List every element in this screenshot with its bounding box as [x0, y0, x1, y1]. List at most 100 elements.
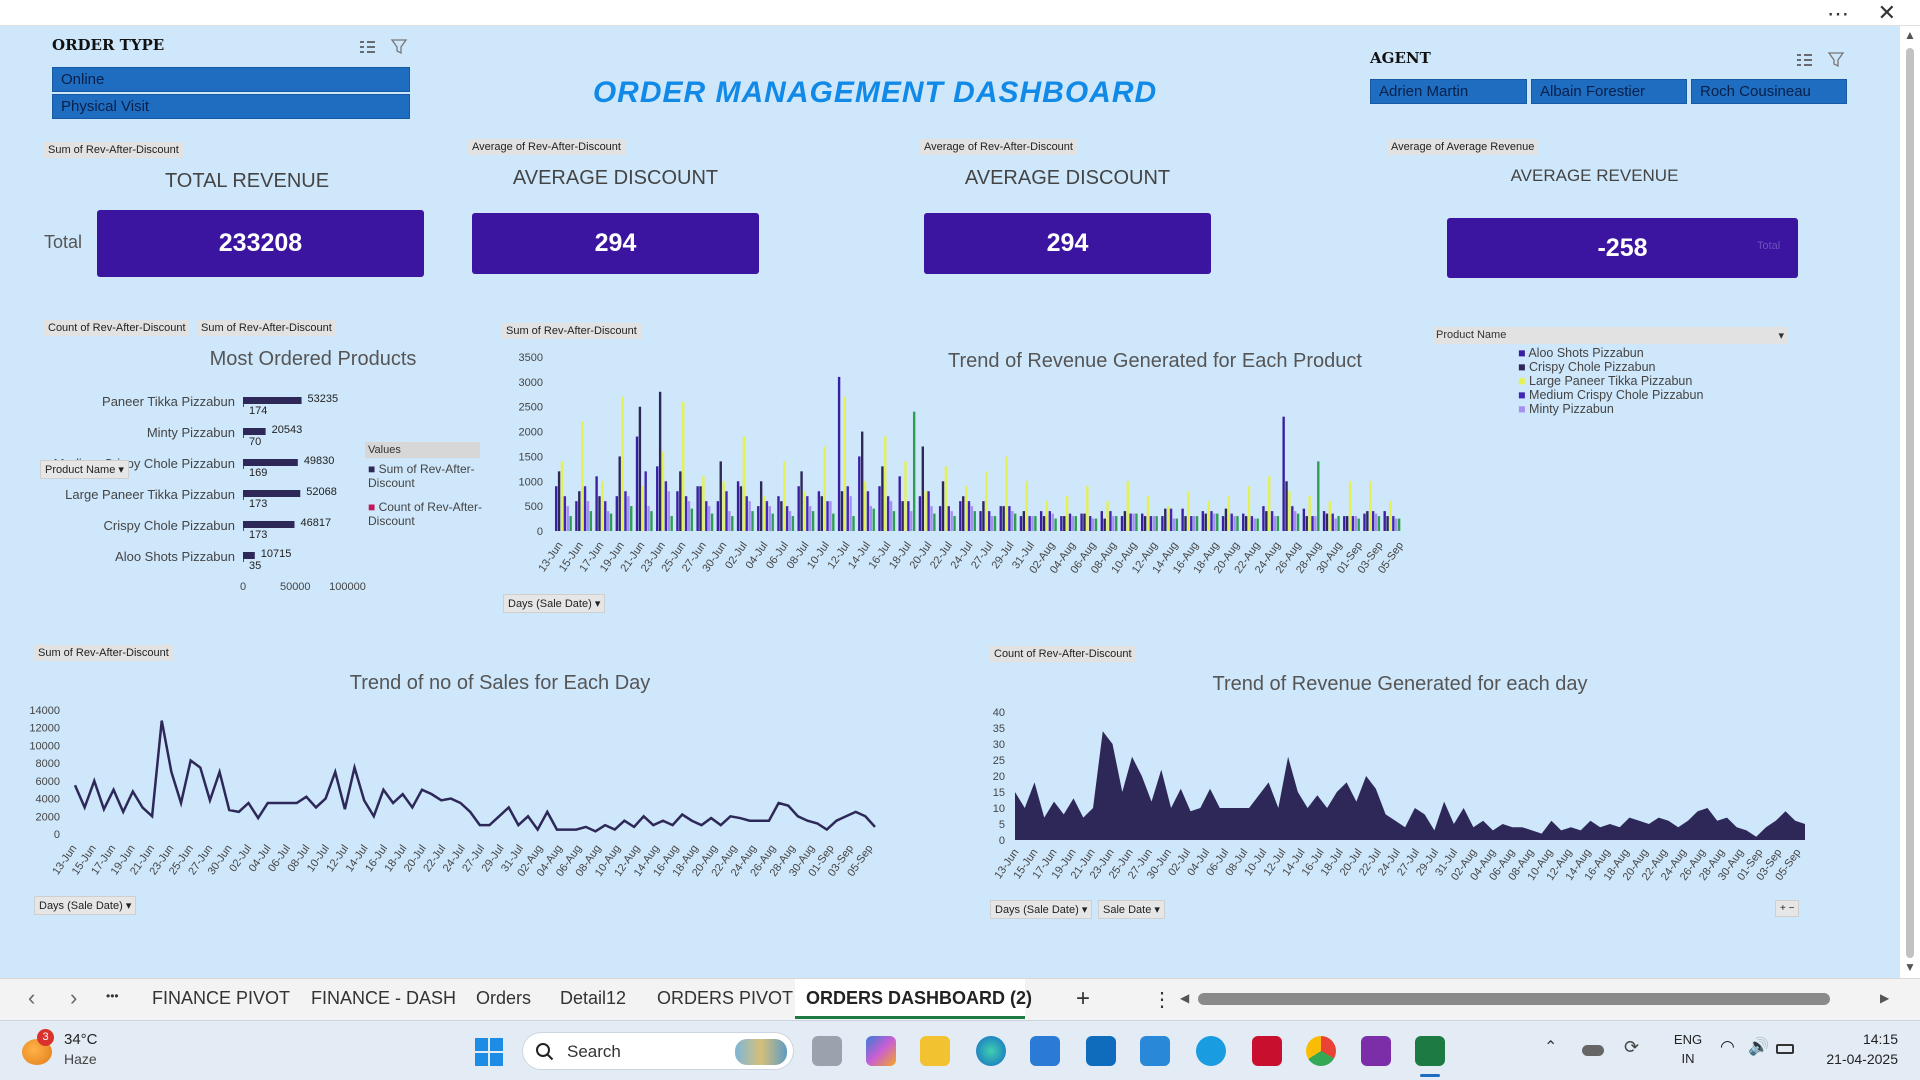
onedrive-icon[interactable]: [1582, 1045, 1604, 1056]
kpi-row-label: Total: [44, 232, 83, 252]
field-tag-count[interactable]: Count of Rev-After-Discount: [44, 320, 190, 336]
field-button-days[interactable]: Days (Sale Date) ▾: [503, 594, 606, 613]
more-sheets-icon[interactable]: •••: [106, 989, 119, 1003]
column-bar: [884, 436, 887, 531]
volume-icon[interactable]: 🔊: [1748, 1037, 1770, 1056]
clear-filter-icon[interactable]: [390, 38, 408, 56]
taskbar-search-box[interactable]: Search: [522, 1032, 794, 1070]
column-bar: [578, 491, 581, 531]
column-bar: [904, 461, 907, 531]
y-tick-label: 0: [54, 829, 60, 841]
multi-select-icon[interactable]: [358, 38, 376, 56]
tab-orders-dashboard-2-bg[interactable]: [795, 979, 1025, 1019]
copilot-icon[interactable]: [866, 1036, 896, 1066]
onenote-icon[interactable]: [1361, 1036, 1391, 1066]
kpi-field-tag[interactable]: Sum of Rev-After-Discount: [44, 142, 183, 158]
clock-date[interactable]: 21-04-2025: [1826, 1051, 1898, 1067]
kpi-field-tag[interactable]: Average of Rev-After-Discount: [468, 139, 625, 155]
column-bar: [682, 401, 685, 531]
weather-temp[interactable]: 34°C: [64, 1031, 98, 1048]
scroll-down-icon[interactable]: ▼: [1904, 960, 1916, 974]
slicer-item-physical-visit[interactable]: Physical Visit: [52, 94, 410, 119]
sheet-options-icon[interactable]: ⋮: [1152, 989, 1172, 1011]
chrome-icon[interactable]: [1306, 1036, 1336, 1066]
task-view-icon[interactable]: [812, 1036, 842, 1066]
next-sheet-icon[interactable]: ›: [70, 985, 78, 1010]
help-icon[interactable]: [1196, 1036, 1226, 1066]
tab-orders[interactable]: Orders: [476, 988, 532, 1008]
column-bar: [687, 501, 691, 531]
scrollbar-thumb[interactable]: [1906, 48, 1914, 958]
column-bar: [624, 491, 627, 531]
kpi-label-average-discount-2: AVERAGE DISCOUNT: [964, 167, 1171, 189]
wifi-icon[interactable]: ◠: [1720, 1037, 1735, 1056]
field-button-days[interactable]: Days (Sale Date) ▾: [34, 896, 137, 915]
field-tag-sum[interactable]: Sum of Rev-After-Discount: [197, 320, 336, 336]
column-bar: [993, 516, 997, 531]
column-bar: [1071, 516, 1075, 531]
product-legend: ■ Aloo Shots Pizzabun ■ Crispy Chole Pizz…: [1518, 346, 1798, 416]
horizontal-scrollbar-thumb[interactable]: [1198, 993, 1830, 1005]
file-explorer-icon[interactable]: [920, 1036, 950, 1066]
field-tag-sum[interactable]: Sum of Rev-After-Discount: [502, 323, 641, 339]
outlook-icon[interactable]: [1086, 1036, 1116, 1066]
legend-header-product-name[interactable]: Product Name ▾: [1433, 327, 1787, 344]
kpi-field-tag[interactable]: Average of Rev-After-Discount: [920, 139, 1077, 155]
slicer-item-albain-forestier[interactable]: Albain Forestier: [1531, 79, 1687, 104]
battery-icon[interactable]: [1776, 1044, 1794, 1054]
clock-time[interactable]: 14:15: [1862, 1031, 1898, 1047]
column-bar: [1270, 511, 1274, 531]
y-tick-label: 15: [993, 787, 1005, 799]
language-top[interactable]: ENG: [1673, 1032, 1703, 1047]
slicer-item-roch-cousineau[interactable]: Roch Cousineau: [1691, 79, 1847, 104]
bar-count: [243, 466, 244, 469]
tab-finance-pivot[interactable]: FINANCE PIVOT: [152, 988, 291, 1008]
add-sheet-icon[interactable]: +: [1076, 985, 1091, 1012]
column-bar: [1322, 511, 1326, 531]
tab-orders-pivot[interactable]: ORDERS PIVOT: [657, 988, 794, 1008]
prev-sheet-icon[interactable]: ‹: [28, 985, 36, 1010]
excel-icon[interactable]: [1415, 1036, 1445, 1066]
edge-icon[interactable]: [976, 1036, 1006, 1066]
bar-value-label: 20543: [272, 424, 303, 436]
column-bar: [1294, 511, 1297, 531]
weather-desc[interactable]: Haze: [64, 1051, 97, 1067]
column-bar: [1013, 513, 1017, 531]
multi-select-icon[interactable]: [1795, 51, 1813, 69]
clear-filter-icon[interactable]: [1827, 51, 1845, 69]
kpi-label-average-discount: AVERAGE DISCOUNT: [512, 167, 719, 189]
field-tag-count[interactable]: Count of Rev-After-Discount: [990, 646, 1136, 662]
column-bar: [777, 496, 780, 531]
more-options-icon[interactable]: ⋯: [1827, 1, 1850, 26]
column-bar: [1253, 518, 1256, 531]
tab-detail12[interactable]: Detail12: [560, 988, 627, 1008]
field-tag-sum[interactable]: Sum of Rev-After-Discount: [34, 645, 173, 661]
column-bar: [1164, 508, 1167, 531]
mcafee-icon[interactable]: [1252, 1036, 1282, 1066]
column-bar: [615, 496, 619, 531]
close-icon[interactable]: ✕: [1877, 0, 1896, 25]
field-button-sale-date[interactable]: Sale Date ▾: [1098, 900, 1165, 919]
column-bar: [1025, 481, 1028, 531]
column-bar: [1074, 516, 1077, 531]
column-bar: [1135, 513, 1138, 531]
tab-finance-dash[interactable]: FINANCE - DASH: [311, 988, 457, 1008]
store-icon[interactable]: [1030, 1036, 1060, 1066]
slicer-item-adrien-martin[interactable]: Adrien Martin: [1370, 79, 1527, 104]
slicer-item-online[interactable]: Online: [52, 67, 410, 92]
field-button-days[interactable]: Days (Sale Date) ▾: [990, 900, 1093, 919]
hscroll-right-icon[interactable]: ▶: [1880, 991, 1890, 1005]
start-windows-icon[interactable]: [474, 1037, 504, 1067]
kpi-field-tag[interactable]: Average of Average Revenue: [1387, 139, 1539, 155]
tab-orders-dashboard-2[interactable]: ORDERS DASHBOARD (2): [806, 988, 1033, 1008]
expand-collapse-button[interactable]: + −: [1775, 900, 1800, 917]
language-bottom[interactable]: IN: [1681, 1051, 1695, 1066]
vertical-scrollbar[interactable]: ▲ ▼: [1900, 26, 1920, 978]
column-bar: [872, 508, 875, 531]
show-hidden-icons-icon[interactable]: ⌃: [1544, 1039, 1558, 1056]
scroll-up-icon[interactable]: ▲: [1904, 28, 1916, 42]
myhp-icon[interactable]: [1140, 1036, 1170, 1066]
field-button-product-name[interactable]: Product Name ▾: [40, 460, 129, 479]
sync-icon[interactable]: ⟳: [1624, 1037, 1640, 1057]
hscroll-left-icon[interactable]: ◀: [1180, 991, 1190, 1005]
